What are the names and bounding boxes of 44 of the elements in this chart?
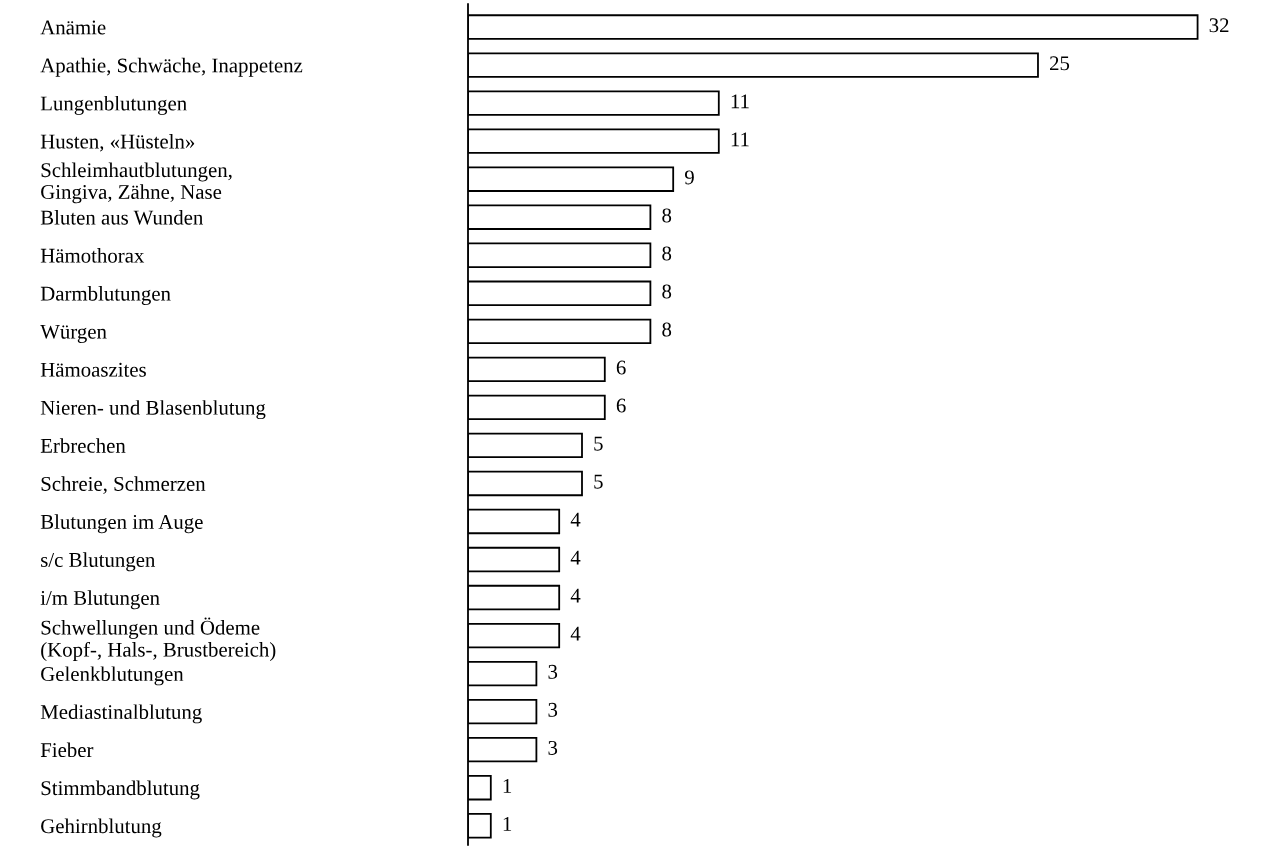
y-tick-label: Bluten aus Wunden bbox=[40, 210, 204, 225]
data-label: 3 bbox=[548, 664, 558, 679]
data-label: 25 bbox=[1050, 56, 1070, 71]
data-label: 32 bbox=[1209, 18, 1229, 33]
y-tick-label: Gehirnblutung bbox=[41, 818, 162, 838]
data-label: 8 bbox=[662, 284, 672, 299]
data-label: 4 bbox=[570, 512, 581, 527]
y-tick-label: Darmblutungen bbox=[40, 286, 171, 306]
y-tick-label: Gelenkblutungen bbox=[41, 666, 184, 686]
y-tick-label: Stimmbandblutung bbox=[41, 780, 200, 800]
y-tick-label: Apathie, Schwäche, Inappetenz bbox=[40, 57, 303, 77]
data-label: 5 bbox=[594, 474, 603, 489]
y-tick-label: Hämoaszites bbox=[40, 362, 146, 377]
data-label: 11 bbox=[731, 132, 749, 147]
y-tick-label: Nieren- und Blasenblutung bbox=[40, 400, 266, 420]
y-tick-label: Würgen bbox=[40, 324, 107, 344]
data-label: 6 bbox=[616, 398, 626, 413]
y-tick-label: Lungenblutungen bbox=[40, 95, 187, 115]
data-label: 3 bbox=[548, 740, 558, 755]
y-tick-label: Schreie, Schmerzen bbox=[41, 476, 206, 494]
data-label: 1 bbox=[503, 778, 512, 793]
y-tick-label: Husten, «Hüsteln» bbox=[40, 133, 195, 152]
data-label: 8 bbox=[662, 322, 672, 337]
y-tick-label: Erbrechen bbox=[40, 438, 126, 453]
data-label: 4 bbox=[570, 626, 581, 641]
y-tick-label: Schleimhautblutungen, Gingiva, Zähne, Nase bbox=[41, 162, 232, 204]
y-tick-label: Anämie bbox=[40, 20, 106, 35]
y-tick-label: Schwellungen und Ödeme (Kopf-, Hals-, Brustbereich) bbox=[41, 617, 276, 661]
y-tick-label: i/m Blutungen bbox=[40, 590, 160, 610]
data-label: 1 bbox=[503, 817, 512, 831]
data-label: 8 bbox=[662, 246, 672, 261]
y-tick-label: Fieber bbox=[40, 742, 94, 758]
y-tick-label: Hämothorax bbox=[40, 248, 145, 263]
y-tick-label: Blutungen im Auge bbox=[40, 514, 203, 534]
data-label: 4 bbox=[570, 550, 581, 565]
data-label: 4 bbox=[570, 588, 581, 603]
data-label: 11 bbox=[731, 94, 749, 109]
data-label: 8 bbox=[662, 208, 672, 223]
data-label: 9 bbox=[684, 170, 694, 185]
data-label: 6 bbox=[616, 360, 626, 375]
y-tick-label: s/c Blutungen bbox=[41, 552, 156, 572]
data-label: 3 bbox=[548, 702, 558, 717]
y-tick-label: Mediastinalblutung bbox=[40, 704, 202, 724]
data-label: 5 bbox=[594, 436, 603, 451]
